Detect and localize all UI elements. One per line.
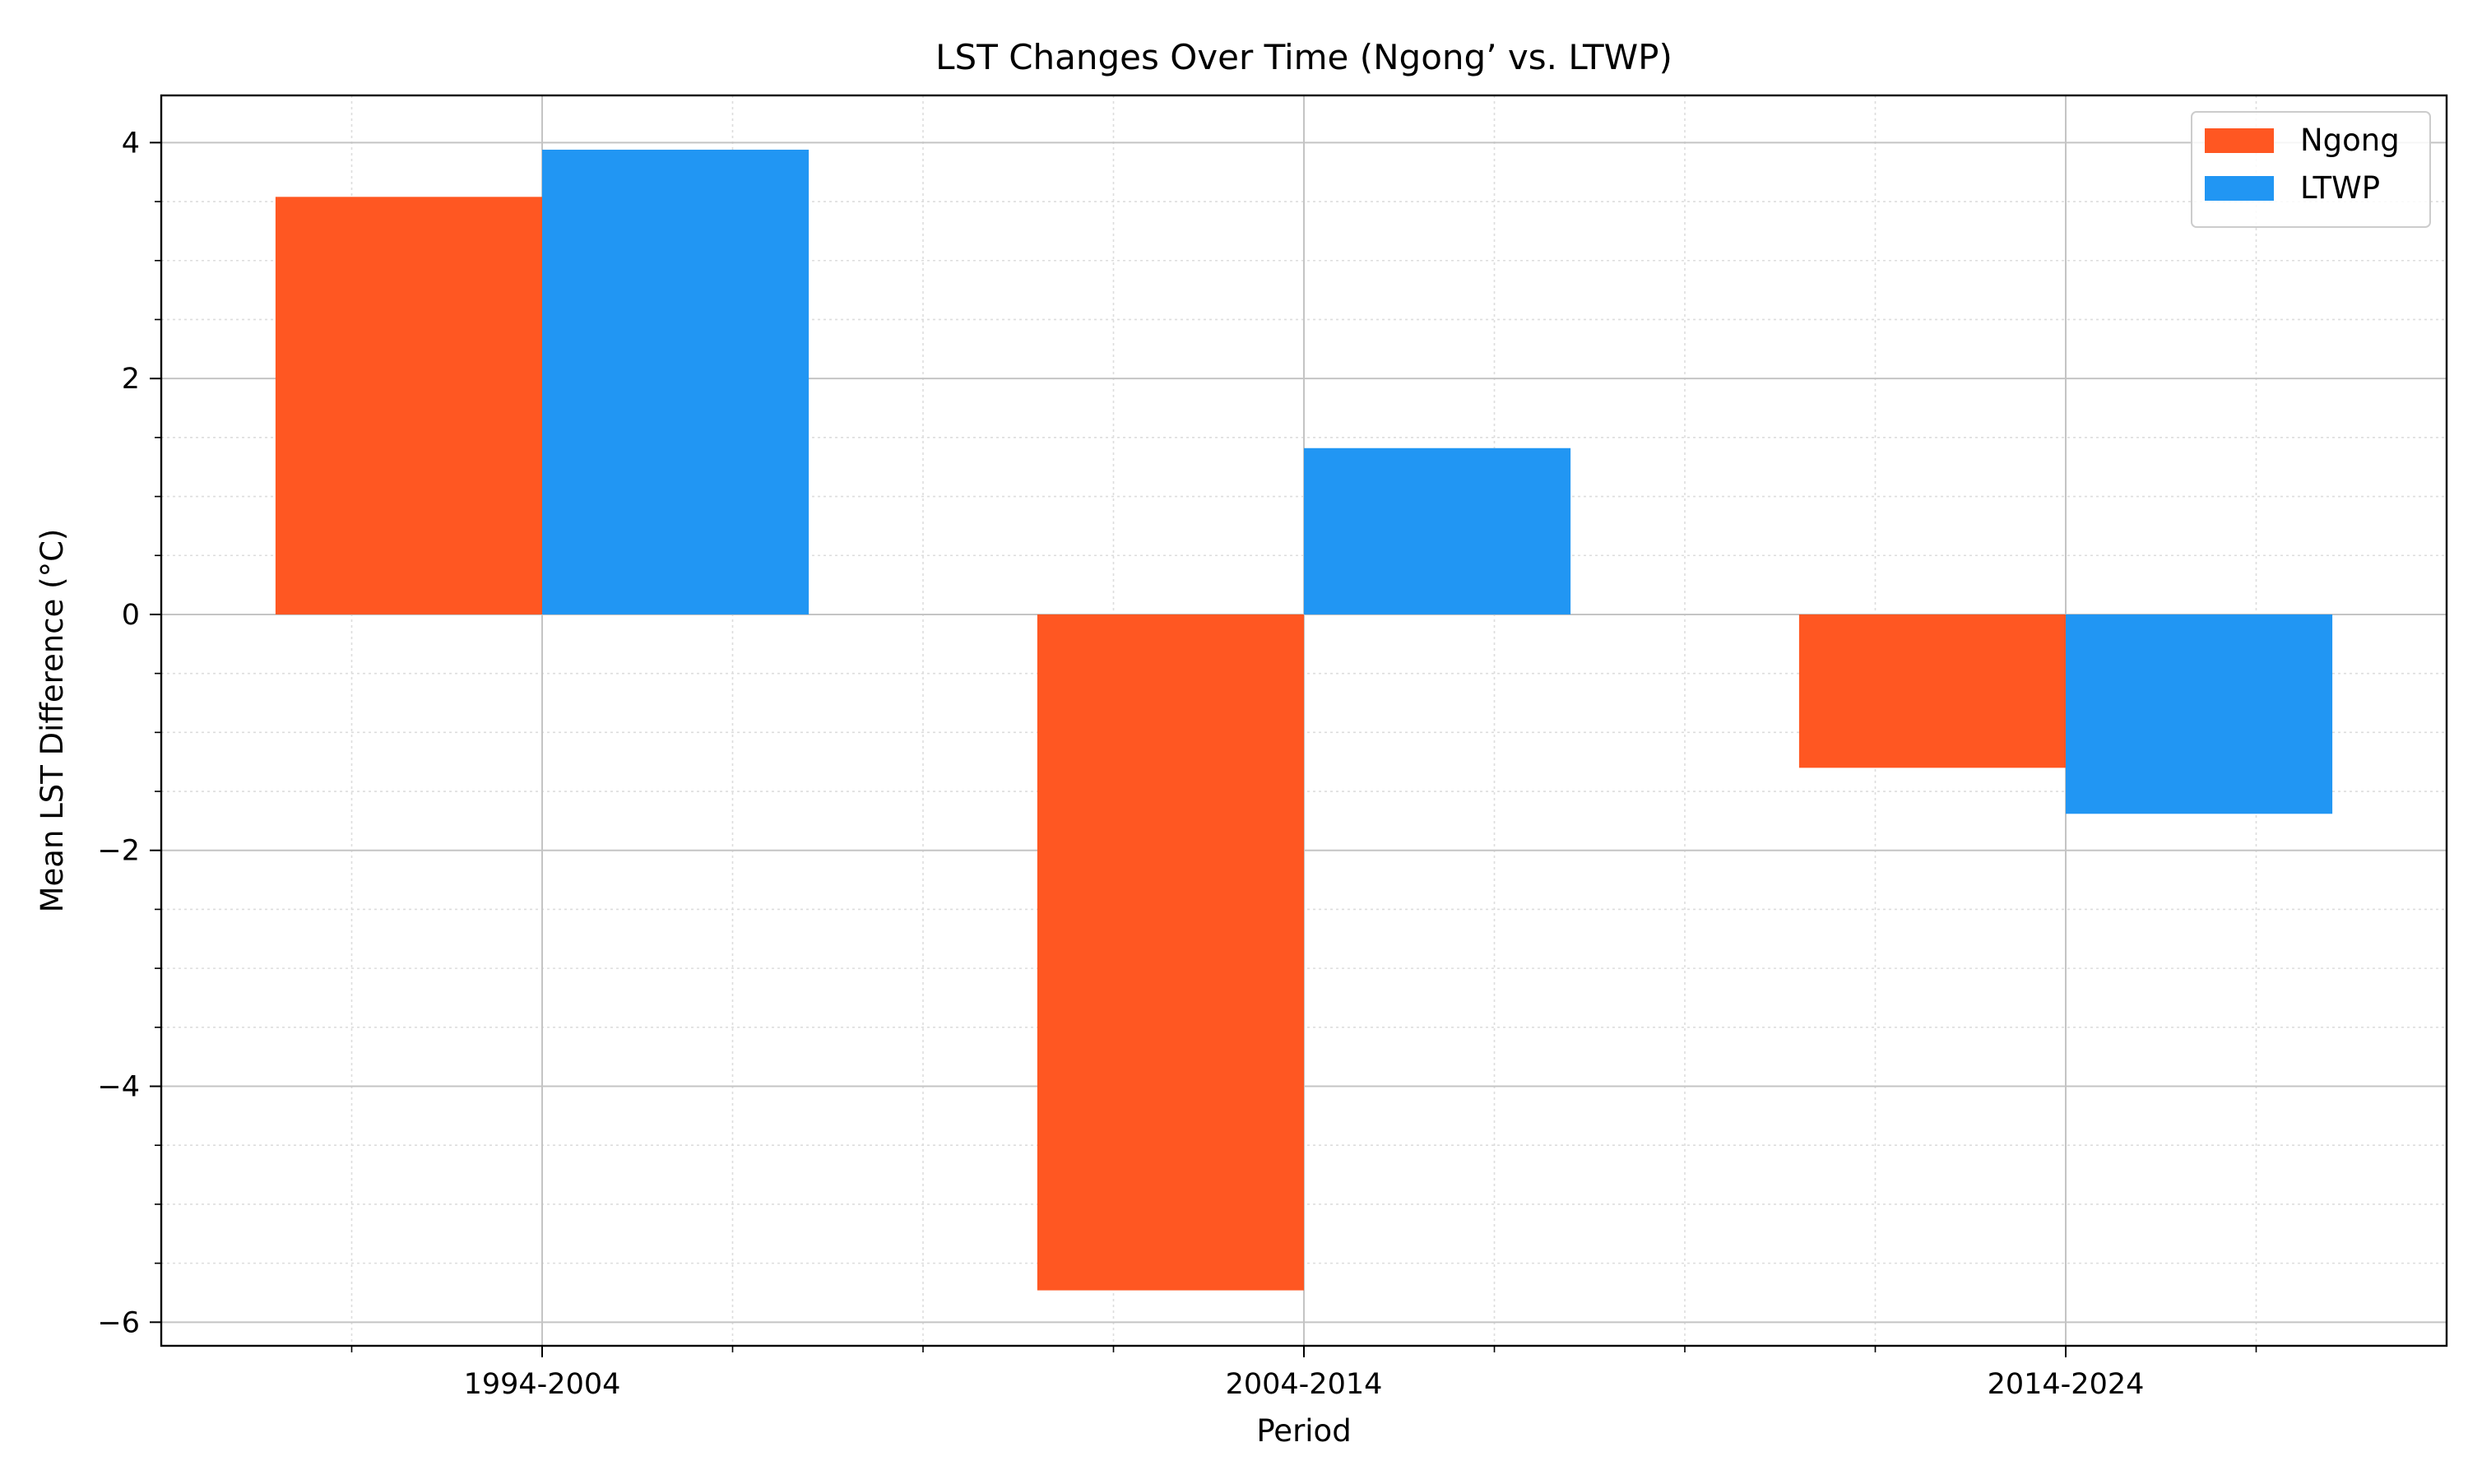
chart-title: LST Changes Over Time (Ngong’ vs. LTWP) — [935, 37, 1672, 77]
y-tick-label: 4 — [122, 127, 140, 160]
x-tick-label: 1994-2004 — [464, 1368, 621, 1401]
legend-label-ngong: Ngong — [2300, 123, 2400, 158]
y-axis-label: Mean LST Difference (°C) — [35, 529, 70, 913]
x-tick-label: 2004-2014 — [1226, 1368, 1383, 1401]
y-tick-label: 0 — [122, 599, 140, 632]
y-tick-label: −6 — [97, 1306, 140, 1339]
bars — [275, 149, 2333, 1291]
bar-ngong-2004-2014 — [1037, 614, 1304, 1291]
bar-ltwp-2014-2024 — [2066, 614, 2333, 814]
axis-ticks: 4 2 0 −2 −4 −6 1994-2004 2004-2014 2014-2024 — [97, 127, 2257, 1401]
legend: Ngong LTWP — [2191, 111, 2431, 228]
bar-ngong-2014-2024 — [1798, 614, 2066, 768]
legend-swatch-ngong — [2205, 128, 2274, 153]
y-tick-label: −2 — [97, 835, 140, 868]
y-tick-label: 2 — [122, 363, 140, 396]
bar-ngong-1994-2004 — [275, 197, 542, 614]
x-tick-label: 2014-2024 — [1988, 1368, 2145, 1401]
legend-swatch-ltwp — [2205, 176, 2274, 201]
x-axis-label: Period — [1256, 1413, 1351, 1449]
y-tick-label: −4 — [97, 1071, 140, 1104]
legend-label-ltwp: LTWP — [2300, 170, 2380, 206]
bar-ltwp-2004-2014 — [1304, 448, 1571, 614]
bar-ltwp-1994-2004 — [542, 149, 810, 614]
